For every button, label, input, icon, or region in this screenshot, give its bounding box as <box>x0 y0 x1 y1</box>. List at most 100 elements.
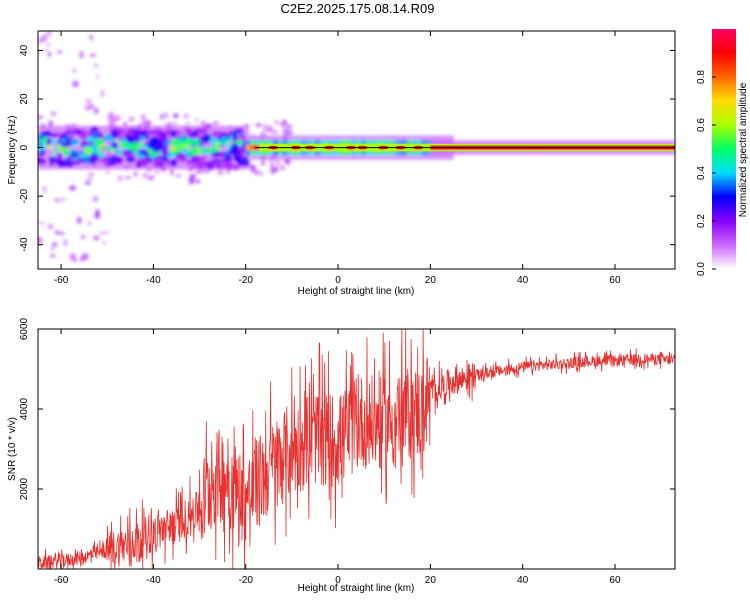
colorbar-label: Normalized spectral amplitude <box>738 82 749 217</box>
spectrogram-x-tick-label: 20 <box>425 275 437 286</box>
spectrogram-envelope-cell <box>193 125 200 170</box>
spectrogram-energy-blob <box>132 133 142 142</box>
spectrogram-noise-point <box>289 131 294 136</box>
spectrogram-x-axis-label: Height of straight line (km) <box>298 286 415 297</box>
spectrogram-energy-blob <box>91 132 100 138</box>
snr-frame <box>37 328 676 570</box>
colorbar-tick-label: 0.4 <box>696 166 707 180</box>
spectrogram-noise-point <box>69 252 76 261</box>
spectrogram-noise-point <box>103 230 111 234</box>
snr-y-axis-label: SNR (10 * v/v) <box>7 417 18 481</box>
spectrogram-noise-point <box>163 112 169 119</box>
spectrogram-noise-point <box>86 175 93 181</box>
spectrogram-noise-point <box>279 164 285 171</box>
spectrogram-energy-blob <box>141 161 148 167</box>
spectrogram-energy-blob <box>220 136 225 142</box>
spectrogram-noise-point <box>50 246 55 251</box>
spectrogram-noise-point <box>102 240 107 245</box>
spectrogram-noise-point <box>79 50 84 59</box>
spectrogram-noise-point <box>189 174 196 180</box>
spectrogram-envelope-cell <box>43 125 50 170</box>
snr-x-tick-label: -20 <box>238 575 253 586</box>
snr-panel: -60 -40 -20 0 20 40 60 2000 4000 6000 Height of s… <box>7 317 676 594</box>
spectrogram-energy-blob <box>197 127 207 135</box>
spectrogram-noise-point <box>213 120 219 126</box>
spectrogram-energy-blob <box>170 130 177 138</box>
spectrogram-energy-blob <box>242 156 248 162</box>
spectrogram-energy-blob <box>66 129 76 135</box>
spectrogram-energy-blob <box>199 136 206 142</box>
spectrogram-energy-blob <box>159 161 164 167</box>
spectrogram-energy-blob <box>220 131 227 137</box>
spectrogram-noise-point <box>72 69 77 73</box>
snr-line <box>38 329 675 569</box>
spectrogram-energy-blob <box>165 160 171 166</box>
spectrogram-energy-blob <box>204 148 215 154</box>
spectrogram-energy-blob <box>139 150 150 155</box>
spectrogram-envelope-cell <box>220 125 227 170</box>
spectrogram-energy-blob <box>74 129 83 135</box>
snr-x-tick-label: 60 <box>609 575 621 586</box>
spectrogram-energy-blob <box>98 157 107 163</box>
spectrogram-noise-point <box>46 43 51 47</box>
spectrogram-noise-point <box>94 64 98 68</box>
spectrogram-noise-point <box>216 170 221 176</box>
spectrogram-x-tick-label: 60 <box>609 275 621 286</box>
spectrogram-noise-point <box>38 115 44 120</box>
spectrogram-noise-point <box>140 113 146 121</box>
spectrogram-energy-blob <box>82 141 92 147</box>
spectrogram-noise-point <box>259 170 264 177</box>
spectrogram-noise-point <box>80 234 86 240</box>
spectrogram-noise-point <box>253 169 261 176</box>
spectrogram-energy-blob <box>72 159 81 165</box>
spectrogram-energy-blob <box>117 128 126 135</box>
spectrogram-noise-point <box>278 120 285 127</box>
spectrogram-energy-blob <box>161 149 169 157</box>
spectrogram-energy-blob <box>41 140 47 145</box>
spectrogram-x-tick-label: -40 <box>146 275 161 286</box>
spectrogram-energy-blob <box>70 150 79 158</box>
spectrogram-noise-point <box>84 105 92 111</box>
spectrogram-x-tick-label: -60 <box>54 275 69 286</box>
spectrogram-noise-point <box>84 180 92 186</box>
spectrogram-noise-point <box>117 175 123 182</box>
spectrogram-energy-blob <box>108 161 116 166</box>
spectrogram-energy-blob <box>242 161 249 167</box>
spectrogram-x-tick-label: 40 <box>517 275 529 286</box>
spectrogram-noise-point <box>72 80 79 88</box>
spectrogram-noise-point <box>172 112 179 119</box>
spectrogram-energy-blob <box>228 165 239 169</box>
spectrogram-energy-blob <box>172 161 177 166</box>
spectrogram-panel: -60 -40 -20 0 20 40 60 -40 -20 0 20 40 Height of st… <box>7 30 676 297</box>
spectrogram-noise-point <box>76 216 82 225</box>
spectrogram-envelope-cell <box>137 125 144 170</box>
spectrogram-energy-blob <box>178 143 183 150</box>
spectrogram-noise-point <box>128 118 134 123</box>
spectrogram-energy-blob <box>177 153 188 162</box>
spectrogram-noise-point <box>100 89 105 97</box>
spectrogram-noise-point <box>88 172 94 177</box>
spectrogram-noise-point <box>81 253 89 261</box>
spectrogram-noise-point <box>176 173 181 178</box>
spectrogram-energy-blob <box>231 129 238 138</box>
spectrogram-energy-blob <box>223 165 228 169</box>
spectrogram-noise-point <box>38 236 43 244</box>
spectrogram-y-tick-label: -20 <box>19 188 30 203</box>
spectrogram-noise-point <box>60 231 65 236</box>
spectrogram-noise-point <box>47 223 54 230</box>
spectrogram-noise-point <box>269 161 274 168</box>
spectrogram-core-cell <box>250 144 256 151</box>
spectrogram-energy-blob <box>89 145 99 150</box>
spectrogram-y-tick-label: -40 <box>19 237 30 252</box>
spectrogram-energy-blob <box>65 137 71 144</box>
spectrogram-energy-blob <box>38 145 46 151</box>
spectrogram-noise-point <box>95 73 100 80</box>
spectrogram-noise-point <box>93 107 99 115</box>
spectrogram-energy-blob <box>234 158 243 163</box>
spectrogram-noise-point <box>114 115 121 122</box>
spectrogram-energy-blob <box>60 141 70 148</box>
snr-y-tick-label: 4000 <box>19 397 30 420</box>
spectrogram-energy-blob <box>122 150 129 156</box>
spectrogram-energy-blob <box>109 145 114 151</box>
spectrogram-heatmap <box>38 31 675 263</box>
